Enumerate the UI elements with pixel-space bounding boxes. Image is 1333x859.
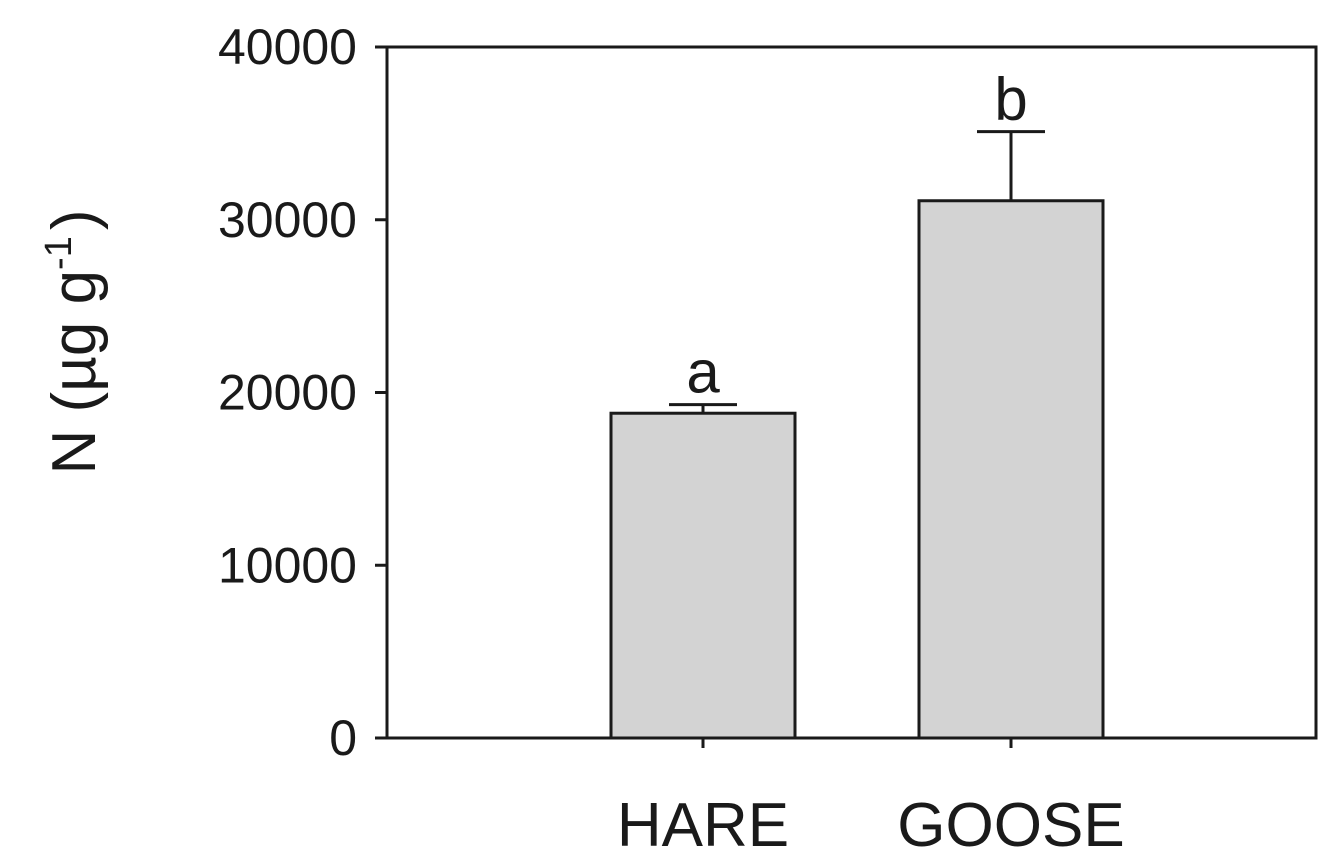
y-tick-label: 30000	[218, 192, 357, 248]
x-tick-label-goose: GOOSE	[897, 791, 1124, 859]
bar-goose	[917, 199, 1105, 740]
plot-frame	[385, 45, 1318, 740]
significance-label-hare: a	[686, 339, 720, 406]
y-tick-label: 20000	[218, 365, 357, 421]
y-tick-label: 40000	[218, 19, 357, 75]
y-axis-label: N (µg g-1)	[38, 209, 109, 474]
bar-hare	[609, 411, 797, 740]
y-axis-label-main: N (µg g	[40, 270, 109, 475]
y-axis-label-close: )	[40, 209, 109, 230]
x-axis: HARE GOOSE	[617, 738, 1125, 859]
plot-border	[385, 45, 1318, 740]
y-tick-label: 0	[329, 710, 357, 766]
y-tick-label: 10000	[218, 537, 357, 593]
significance-label-goose: b	[994, 66, 1027, 133]
bars: ab	[609, 66, 1105, 740]
x-tick-label-hare: HARE	[617, 791, 789, 859]
y-axis: 0 10000 20000 30000 40000	[218, 19, 387, 766]
y-axis-label-superscript: -1	[38, 236, 80, 270]
